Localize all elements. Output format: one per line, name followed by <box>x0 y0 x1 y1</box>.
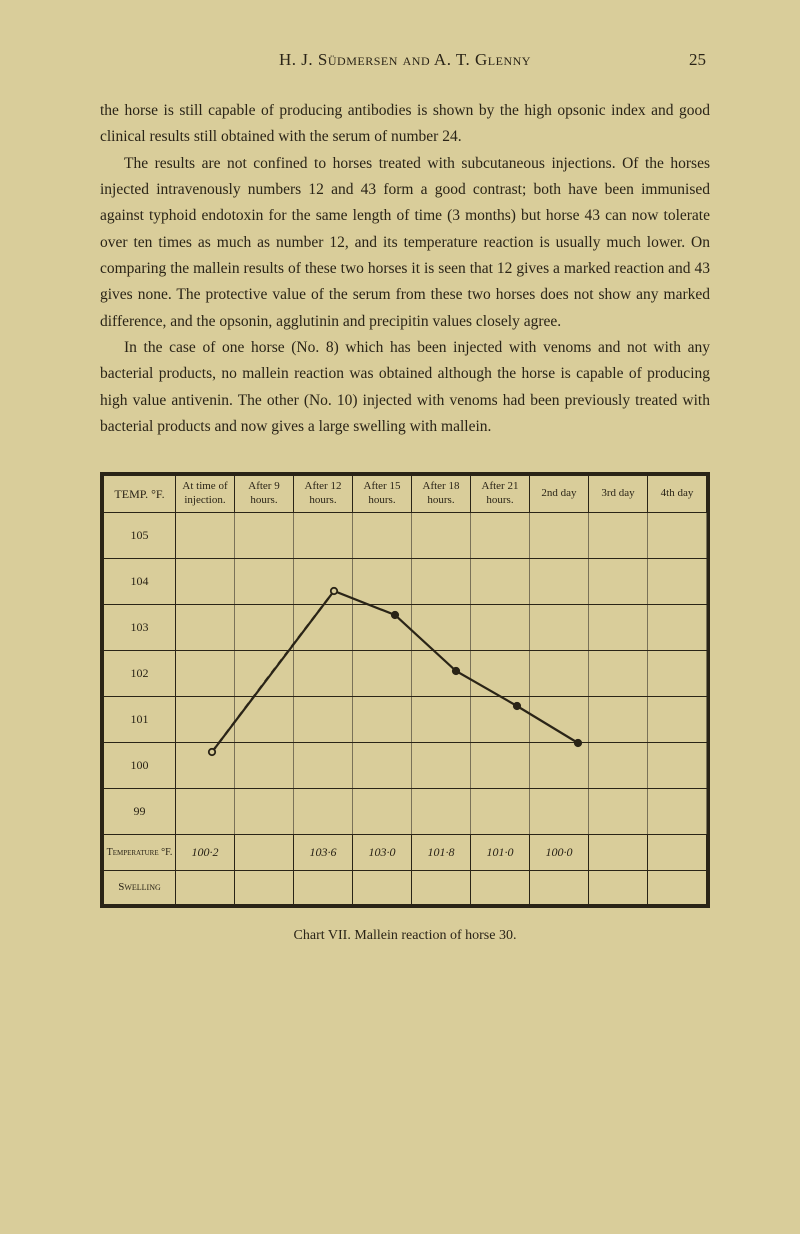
col-9h: After 9 hours. <box>235 476 294 513</box>
header-authors: H. J. Südmersen and A. T. Glenny <box>134 50 676 70</box>
row-104: 104 <box>104 558 707 604</box>
col-temp: TEMP. °F. <box>104 476 176 513</box>
swelling-row: Swelling <box>104 870 707 904</box>
temperature-values-row: Temperature °F. 100·2 103·6 103·0 101·8 … <box>104 834 707 870</box>
paragraph-1: the horse is still capable of producing … <box>100 98 710 151</box>
page-number: 25 <box>676 50 706 70</box>
ylabel-103: 103 <box>104 604 176 650</box>
ylabel-102: 102 <box>104 650 176 696</box>
col-21h: After 21 hours. <box>471 476 530 513</box>
ylabel-99: 99 <box>104 788 176 834</box>
row-99: 99 <box>104 788 707 834</box>
body-text: the horse is still capable of producing … <box>100 98 710 440</box>
val-2d: 100·0 <box>530 834 589 870</box>
val-12h: 103·6 <box>294 834 353 870</box>
val-4d <box>648 834 707 870</box>
ylabel-104: 104 <box>104 558 176 604</box>
col-injection: At time of injection. <box>176 476 235 513</box>
temp-row-label: Temperature °F. <box>104 834 176 870</box>
paragraph-3: In the case of one horse (No. 8) which h… <box>100 335 710 440</box>
row-100: 100 <box>104 742 707 788</box>
val-9h <box>235 834 294 870</box>
col-4d: 4th day <box>648 476 707 513</box>
col-2d: 2nd day <box>530 476 589 513</box>
row-102: 102 <box>104 650 707 696</box>
swelling-label: Swelling <box>104 870 176 904</box>
val-3d <box>589 834 648 870</box>
row-103: 103 <box>104 604 707 650</box>
paragraph-2: The results are not confined to horses t… <box>100 151 710 335</box>
row-101: 101 <box>104 696 707 742</box>
header-row: TEMP. °F. At time of injection. After 9 … <box>104 476 707 513</box>
val-15h: 103·0 <box>353 834 412 870</box>
col-15h: After 15 hours. <box>353 476 412 513</box>
col-3d: 3rd day <box>589 476 648 513</box>
col-12h: After 12 hours. <box>294 476 353 513</box>
chart-caption: Chart VII. Mallein reaction of horse 30. <box>100 928 710 944</box>
page-header: H. J. Südmersen and A. T. Glenny 25 <box>100 50 710 70</box>
val-21h: 101·0 <box>471 834 530 870</box>
val-injection: 100·2 <box>176 834 235 870</box>
mallein-chart: TEMP. °F. At time of injection. After 9 … <box>100 472 710 908</box>
ylabel-105: 105 <box>104 512 176 558</box>
row-105: 105 <box>104 512 707 558</box>
chart-table: TEMP. °F. At time of injection. After 9 … <box>103 475 707 905</box>
ylabel-101: 101 <box>104 696 176 742</box>
ylabel-100: 100 <box>104 742 176 788</box>
col-18h: After 18 hours. <box>412 476 471 513</box>
val-18h: 101·8 <box>412 834 471 870</box>
